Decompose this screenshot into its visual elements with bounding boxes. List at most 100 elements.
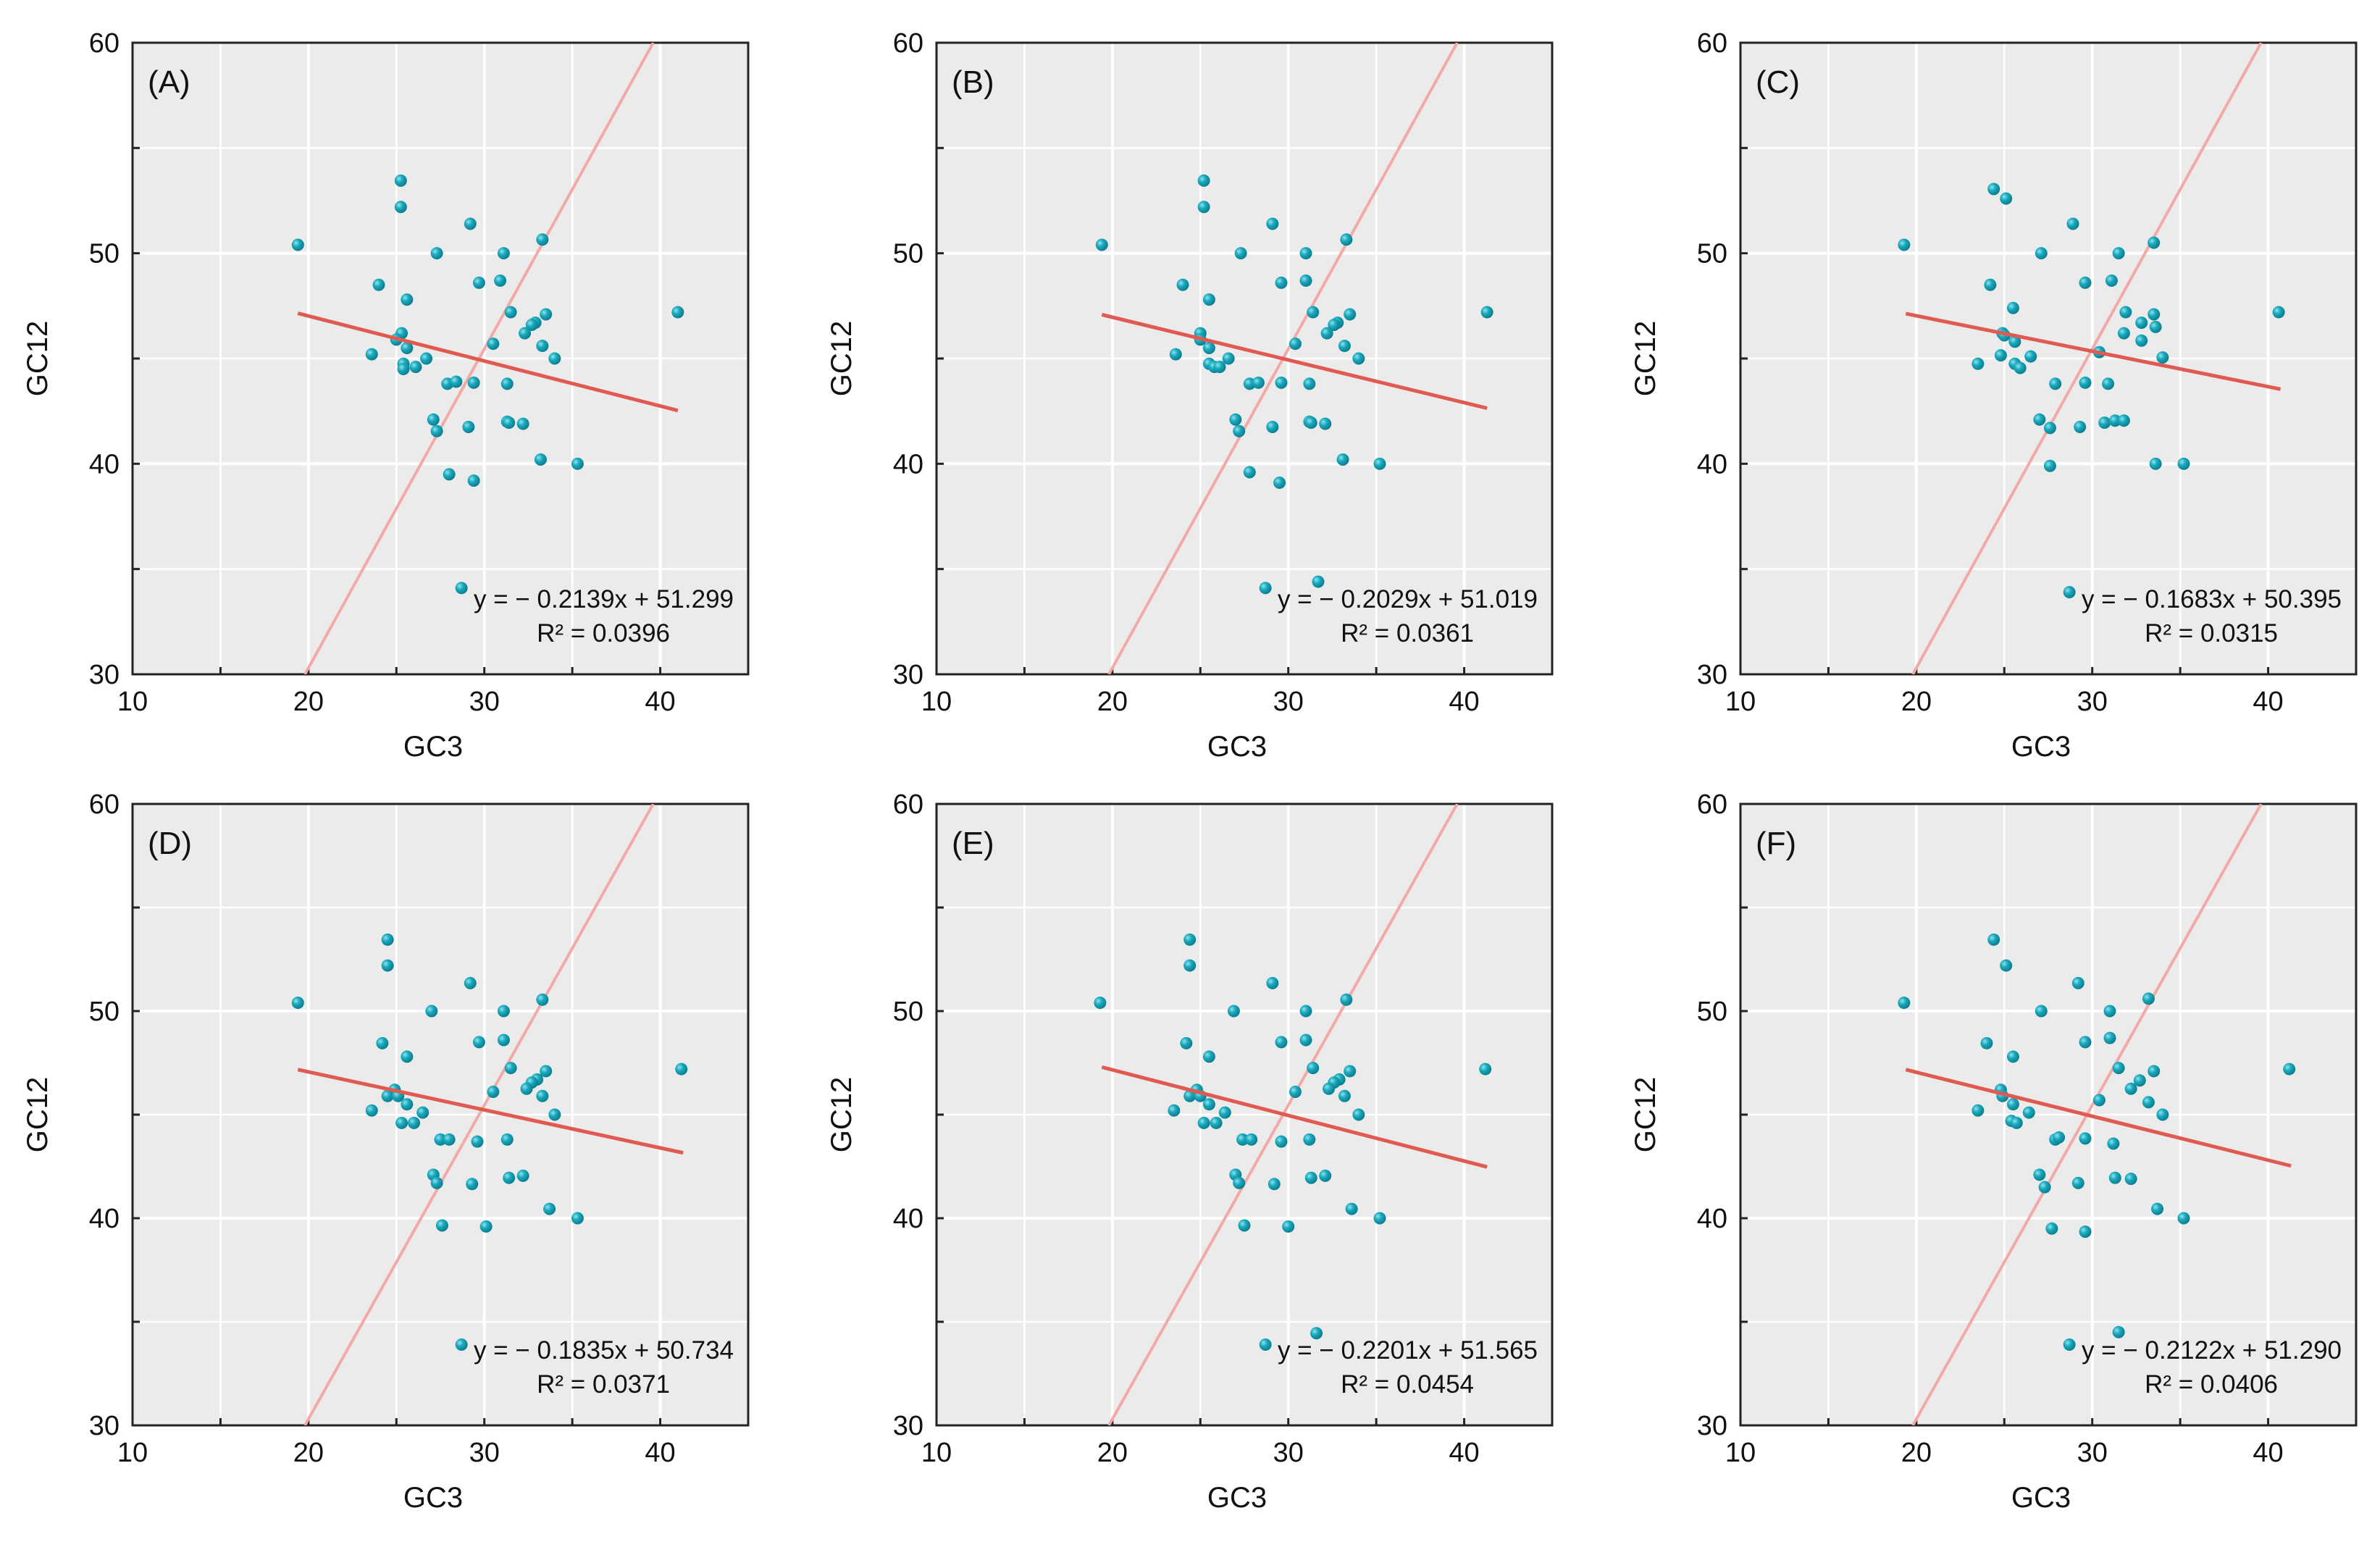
data-point	[1266, 420, 1279, 433]
y-tick-label: 30	[89, 660, 120, 690]
x-tick-label: 30	[2077, 1438, 2108, 1468]
x-axis-title: GC3	[1207, 731, 1267, 763]
data-point	[2142, 992, 2155, 1005]
data-point	[487, 338, 500, 351]
data-point	[2149, 320, 2162, 333]
data-point	[504, 306, 517, 319]
regression-equation: y = − 0.2139x + 51.299	[474, 585, 734, 613]
data-point	[516, 417, 529, 430]
x-tick-label: 40	[1449, 687, 1479, 717]
data-point	[1245, 1133, 1258, 1146]
data-point	[1307, 306, 1320, 319]
x-tick-label: 20	[1901, 1438, 1932, 1468]
data-point	[1972, 357, 1985, 370]
data-point	[409, 361, 422, 374]
plot-area	[1898, 804, 2296, 1425]
data-point	[497, 247, 510, 260]
data-point	[2022, 1106, 2035, 1119]
panel-a: 10 20 30 40 30 40 50 60 GC3 GC12 (A) y = − 0.2139x …	[22, 28, 750, 763]
data-point	[1312, 575, 1325, 588]
regression-line	[1905, 311, 2281, 391]
data-point	[1222, 352, 1235, 365]
data-point	[1299, 274, 1312, 287]
data-point	[1373, 457, 1386, 470]
reference-line	[303, 804, 655, 1425]
data-point	[443, 1133, 456, 1146]
data-point	[2014, 361, 2027, 374]
data-point	[2108, 414, 2121, 427]
data-point	[1252, 376, 1265, 389]
x-axis-title: GC3	[403, 1482, 463, 1514]
data-point	[408, 1116, 421, 1129]
data-point	[2124, 1173, 2137, 1186]
data-point	[1338, 1089, 1351, 1102]
data-point	[2033, 1168, 2046, 1181]
data-point	[2112, 1062, 2125, 1075]
data-point	[543, 1202, 556, 1215]
x-tick-label: 30	[1273, 1438, 1304, 1468]
data-point	[430, 247, 443, 260]
data-point	[2024, 350, 2037, 363]
data-point	[401, 1050, 414, 1063]
data-point	[1352, 1108, 1365, 1121]
panel-label: (B)	[952, 64, 994, 100]
data-point	[2035, 247, 2048, 260]
data-point	[2112, 1325, 2125, 1338]
data-point	[291, 997, 304, 1010]
data-point	[1202, 1050, 1215, 1063]
reference-line	[1911, 43, 2263, 674]
data-point	[1176, 278, 1189, 291]
data-point	[2006, 1050, 2019, 1063]
plot-area	[1898, 43, 2285, 674]
data-point	[455, 1338, 468, 1351]
data-point	[1169, 348, 1182, 361]
data-point	[1303, 1133, 1316, 1146]
regression-line	[297, 1068, 684, 1155]
y-tick-label: 50	[1697, 239, 1727, 269]
data-point	[1202, 293, 1215, 306]
data-point	[2112, 247, 2125, 260]
data-point	[1233, 1176, 1246, 1189]
data-point	[2103, 1031, 2116, 1044]
data-point	[2043, 422, 2056, 435]
y-tick-label: 40	[89, 449, 120, 479]
data-point	[1183, 1089, 1197, 1102]
data-point	[2117, 327, 2130, 340]
data-point	[394, 201, 407, 214]
x-tick-label: 10	[921, 1438, 952, 1468]
x-tick-label: 20	[1901, 687, 1932, 717]
data-point	[1304, 1171, 1317, 1184]
data-point	[536, 340, 549, 353]
data-point	[430, 424, 443, 437]
data-point	[1202, 341, 1215, 354]
data-point	[2006, 1098, 2019, 1111]
data-point	[2148, 308, 2161, 321]
r-squared: R² = 0.0406	[2145, 1370, 2278, 1399]
data-point	[503, 1171, 516, 1184]
x-tick-label: 30	[1273, 687, 1304, 717]
panel-label: (E)	[952, 826, 994, 861]
plot-area	[1094, 804, 1492, 1425]
data-point	[1987, 933, 2000, 946]
data-point	[1898, 997, 1911, 1010]
data-point	[467, 474, 480, 487]
data-point	[1236, 1133, 1249, 1146]
r-squared: R² = 0.0454	[1341, 1370, 1474, 1399]
y-tick-label: 50	[89, 997, 120, 1027]
data-point	[525, 318, 538, 331]
plot-area	[291, 43, 684, 674]
y-tick-label: 60	[1697, 789, 1727, 820]
data-point	[434, 1133, 447, 1146]
data-point	[1210, 1116, 1223, 1129]
data-point	[1340, 233, 1353, 246]
regression-equation: y = − 0.2122x + 51.290	[2082, 1336, 2342, 1365]
panel-c: 10 20 30 40 30 40 50 60 GC3 GC12 (C) y = − 0.1683x …	[1630, 28, 2358, 763]
data-point	[540, 1065, 553, 1078]
data-point	[401, 293, 414, 306]
data-point	[497, 1005, 510, 1018]
data-point	[500, 1133, 514, 1146]
data-point	[1233, 424, 1246, 437]
panel-f: 10 20 30 40 30 40 50 60 GC3 GC12 (F) y = − 0.2122x …	[1630, 789, 2358, 1514]
data-point	[1180, 1036, 1193, 1049]
